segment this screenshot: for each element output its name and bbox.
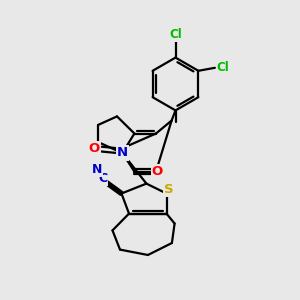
Text: N: N — [92, 163, 102, 176]
Text: S: S — [164, 183, 173, 196]
Text: Cl: Cl — [169, 28, 182, 41]
Text: C: C — [98, 172, 107, 185]
Text: O: O — [152, 165, 163, 178]
Text: Cl: Cl — [217, 61, 229, 74]
Text: N: N — [117, 146, 128, 160]
Text: O: O — [88, 142, 100, 155]
